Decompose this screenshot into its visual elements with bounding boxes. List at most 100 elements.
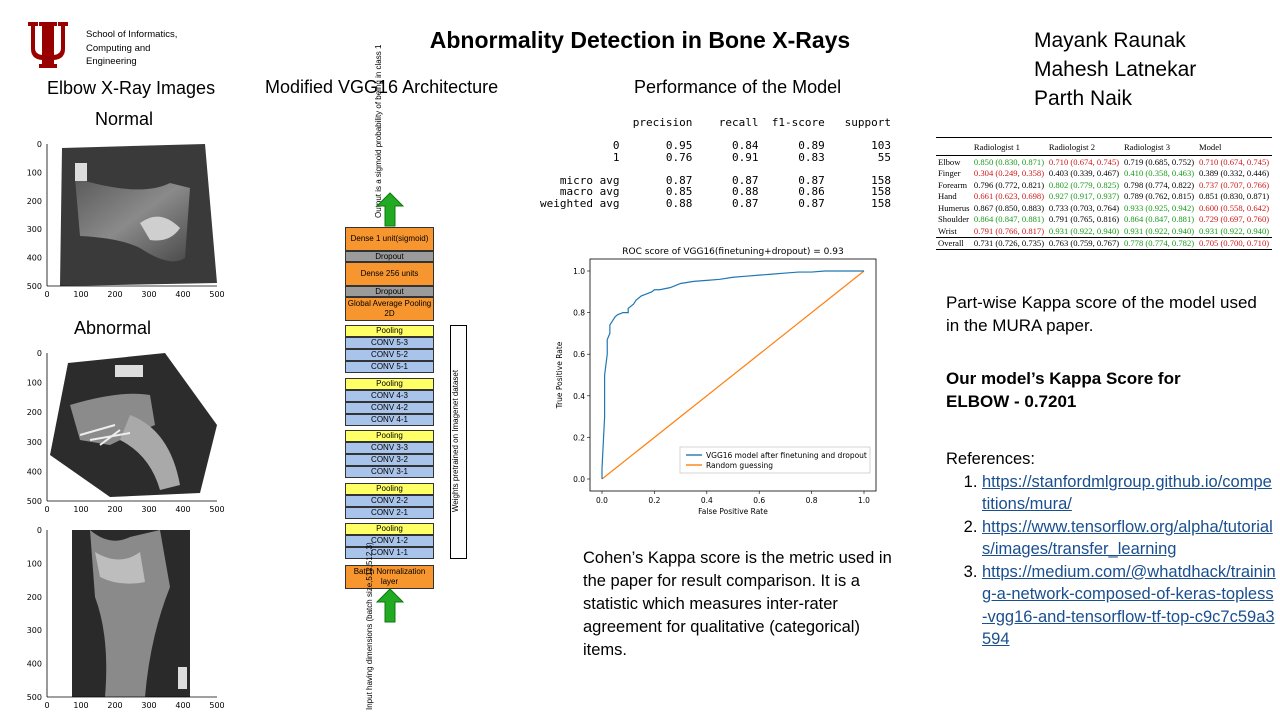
xray-2-ytick: 300	[27, 626, 42, 635]
xray-1-xtick: 100	[73, 505, 88, 514]
xray-2-xtick: 400	[175, 701, 190, 710]
roc-series-random-guessing	[601, 270, 865, 480]
layer-conv-1-2: CONV 1-2	[345, 535, 434, 547]
xray-2-xtick: 500	[209, 701, 224, 710]
roc-xtick-label: 0.2	[648, 496, 660, 505]
kappa-cell: Forearm	[938, 179, 968, 190]
roc-title: ROC score of VGG16(finetuning+dropout) =…	[622, 247, 843, 257]
kappa-row: Shoulder 0.864 (0.847, 0.881) 0.791 (0.765…	[936, 214, 1272, 226]
xray-2-xtick: 200	[107, 701, 122, 710]
kappa-cell: Shoulder	[938, 214, 970, 225]
layer-batch-normalization-layer: Batch Normalization layer	[345, 565, 434, 589]
up-arrow-icon-bottom	[375, 588, 405, 623]
kappa-cell: 0.731 (0.726, 0.735)	[973, 238, 1045, 249]
kappa-cell: Hand	[938, 191, 957, 202]
kappa-cell: 0.796 (0.772, 0.821)	[973, 179, 1045, 190]
kappa-header-cell: Radiologist 3	[1123, 141, 1171, 152]
xray-normal-axes	[46, 144, 217, 287]
xray-0-ytick: 400	[27, 254, 42, 263]
layer-conv-4-2: CONV 4-2	[345, 402, 434, 414]
kappa-cell: Finger	[938, 168, 961, 179]
roc-xtick-label: 1.0	[858, 496, 870, 505]
kappa-caption: Part-wise Kappa score of the model used …	[946, 293, 1257, 335]
xray-heading: Elbow X-Ray Images	[47, 78, 216, 98]
kappa-cell: 0.778 (0.774, 0.782)	[1123, 238, 1195, 249]
kappa-cell: Overall	[938, 238, 964, 249]
kappa-header-cell	[936, 138, 972, 156]
references-heading: References:	[946, 450, 1035, 468]
xray-0-ytick: 100	[27, 168, 42, 177]
xray-abnormal-1	[46, 353, 217, 502]
xray-ticks: 0010010020020030030040040050050000100100…	[27, 140, 225, 710]
kappa-header-cell: Model	[1198, 141, 1222, 152]
weights-bracket	[450, 325, 467, 559]
kappa-row: Forearm 0.796 (0.772, 0.821) 0.802 (0.779,…	[936, 179, 1272, 191]
layer-pooling: Pooling	[345, 523, 434, 535]
roc-chart: ROC score of VGG16(finetuning+dropout) =…	[555, 247, 877, 516]
kappa-cell: 0.933 (0.925, 0.942)	[1123, 202, 1195, 213]
roc-ytick-label: 0.4	[573, 392, 585, 401]
reference-link-1[interactable]: https://stanfordmlgroup.github.io/compet…	[982, 472, 1272, 514]
roc-ytick-label: 1.0	[573, 267, 585, 276]
kappa-cell: 0.798 (0.774, 0.822)	[1123, 179, 1195, 190]
weights-note: Weights pretrained on Imagenet dataset	[451, 369, 460, 513]
roc-legend-label: VGG16 model after finetuning and dropout	[706, 451, 867, 460]
xray-1-xtick: 300	[141, 505, 156, 514]
kappa-cell: 0.850 (0.830, 0.871)	[973, 156, 1045, 167]
xray-0-xtick: 300	[141, 290, 156, 299]
roc-xtick-label: 0.0	[596, 496, 608, 505]
kappa-cell: 0.410 (0.358, 0.463)	[1123, 168, 1195, 179]
kappa-row: Wrist 0.791 (0.766, 0.817) 0.931 (0.922, 0…	[936, 225, 1272, 237]
xray-1-ytick: 300	[27, 438, 42, 447]
xray-1-xtick: 500	[209, 505, 224, 514]
reference-2: https://www.tensorflow.org/alpha/tutoria…	[982, 516, 1276, 561]
layer-conv-2-2: CONV 2-2	[345, 495, 434, 507]
xray-1-ytick: 100	[27, 379, 42, 388]
kappa-cell: 0.851 (0.830, 0.871)	[1198, 191, 1270, 202]
roc-legend-label: Random guessing	[706, 461, 773, 470]
xray-2-xtick: 300	[141, 701, 156, 710]
xray-2-ytick: 100	[27, 559, 42, 568]
reference-3: https://medium.com/@whatdhack/training-a…	[982, 561, 1276, 651]
roc-xtick-label: 0.4	[701, 496, 713, 505]
xray-1-ytick: 0	[37, 349, 42, 358]
kappa-cell: 0.737 (0.707, 0.766)	[1198, 179, 1270, 190]
xray-0-ytick: 0	[37, 140, 42, 149]
kappa-cell: 0.789 (0.762, 0.815)	[1123, 191, 1195, 202]
xray-2-ytick: 400	[27, 660, 42, 669]
layer-conv-3-3: CONV 3-3	[345, 442, 434, 454]
roc-legend: VGG16 model after finetuning and dropout…	[679, 446, 871, 474]
school-name: School of Informatics, Computing and Eng…	[86, 29, 178, 67]
layer-dense-1-unit-sigmoid-: Dense 1 unit(sigmoid)	[345, 227, 434, 251]
kappa-table: Radiologist 1 Radiologist 2 Radiologist 3 M…	[936, 137, 1272, 250]
reference-link-3[interactable]: https://medium.com/@whatdhack/training-a…	[982, 562, 1276, 649]
kappa-cell: 0.931 (0.922, 0.940)	[1198, 225, 1270, 236]
kappa-cell: 0.705 (0.700, 0.710)	[1198, 238, 1270, 249]
cohen-description: Cohen’s Kappa score is the metric used i…	[583, 549, 892, 659]
layer-conv-5-1: CONV 5-1	[345, 361, 434, 373]
roc-ytick-label: 0.6	[573, 350, 585, 359]
author-1: Mayank Raunak	[1034, 29, 1186, 52]
reference-link-2[interactable]: https://www.tensorflow.org/alpha/tutoria…	[982, 517, 1273, 559]
xray-2-ytick: 200	[27, 593, 42, 602]
kappa-row: Humerus 0.867 (0.850, 0.883) 0.733 (0.703,…	[936, 202, 1272, 214]
xray-1-ytick: 400	[27, 467, 42, 476]
roc-ytick-label: 0.2	[573, 433, 585, 442]
xray-0-xtick: 0	[44, 290, 49, 299]
iu-trident-logo	[28, 22, 68, 68]
references: References: https://stanfordmlgroup.gith…	[946, 448, 1276, 651]
input-note: Input having dimensions (batch size,512,…	[365, 542, 374, 710]
xray-2-xtick: 100	[73, 701, 88, 710]
roc-ylabel: True Positive Rate	[555, 341, 564, 409]
layer-conv-2-1: CONV 2-1	[345, 507, 434, 519]
xray-1-xtick: 200	[107, 505, 122, 514]
kappa-cell: 0.389 (0.332, 0.446)	[1198, 168, 1270, 179]
kappa-cell: 0.710 (0.674, 0.745)	[1048, 156, 1120, 167]
roc-xtick-label: 0.8	[806, 496, 818, 505]
xray-1-ytick: 200	[27, 408, 42, 417]
performance-heading: Performance of the Model	[634, 77, 842, 97]
roc-series-vgg16-model-after-finetuning-and-dropout	[601, 270, 864, 479]
layer-pooling: Pooling	[345, 325, 434, 337]
roc-xlabel: False Positive Rate	[698, 507, 768, 516]
kappa-cell: 0.867 (0.850, 0.883)	[973, 202, 1045, 213]
